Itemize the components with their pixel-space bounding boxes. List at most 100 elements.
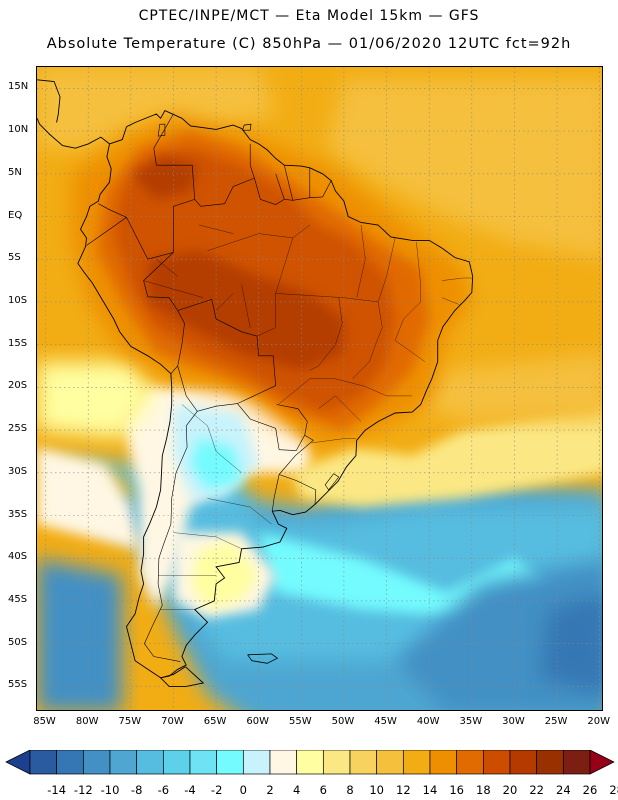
colorbar-tick-label: 28 (609, 783, 618, 797)
temperature-shading (37, 67, 602, 710)
lat-tick-label: 20S (8, 380, 28, 392)
colorbar-swatch (429, 750, 458, 775)
lat-tick-label: 30S (8, 465, 28, 477)
colorbar-swatch (56, 750, 84, 775)
colorbar-tick-label: 0 (239, 783, 247, 797)
colorbar-swatch (109, 750, 138, 775)
lat-tick-label: 35S (8, 508, 28, 520)
state-border (416, 242, 421, 302)
colorbar-swatch (376, 750, 404, 775)
colorbar-tick-label: 14 (422, 783, 438, 797)
lat-tick-label: 10S (8, 294, 28, 306)
lat-tick-label: 15S (8, 337, 28, 349)
colorbar-tick-label: 8 (346, 783, 354, 797)
colorbar-tick-label: 24 (556, 783, 571, 797)
colorbar-tick-label: 2 (266, 783, 274, 797)
country-border (272, 474, 280, 512)
colorbar-swatch (536, 750, 564, 775)
colorbar (5, 750, 615, 775)
lon-tick-label: 20W (587, 716, 611, 727)
colorbar-tick-label: -8 (130, 783, 143, 797)
colorbar-swatch (269, 750, 298, 775)
colorbar-swatch (82, 750, 111, 775)
state-border (256, 293, 276, 337)
country-border (284, 165, 294, 201)
lat-tick-label: 15N (8, 81, 29, 93)
country-border (144, 411, 198, 662)
colorbar-swatch (349, 750, 378, 775)
lon-tick-label: 50W (331, 716, 355, 727)
colorbar-tick-label: 10 (369, 783, 384, 797)
colorbar-swatch (322, 750, 351, 775)
lat-lon-gridlines (37, 67, 602, 710)
colorbar-tick-label: 4 (292, 783, 301, 797)
country-border (98, 199, 195, 260)
lat-tick-label: 25S (8, 423, 28, 435)
colorbar-swatch (509, 750, 538, 775)
state-border (335, 378, 413, 397)
pacific-blue-patch (37, 558, 123, 710)
state-border (311, 438, 356, 444)
colorbar-tick-label: -12 (73, 783, 93, 797)
state-border (318, 395, 362, 422)
colorbar-tick-label: -10 (100, 783, 120, 797)
lake-maracaibo (157, 123, 166, 137)
lon-tick-label: 45W (374, 716, 397, 727)
state-border (198, 224, 234, 234)
south-atlantic-gold (412, 353, 602, 422)
lat-tick-label: 10N (8, 124, 29, 136)
state-border (356, 224, 366, 298)
colorbar-tick-label: -2 (210, 783, 223, 797)
country-border (86, 217, 127, 246)
state-border (394, 301, 426, 362)
interior-deep-red (147, 250, 344, 371)
colorbar-swatch (29, 750, 58, 775)
caribbean-coastline (37, 79, 61, 123)
south-america-coastline (77, 110, 474, 679)
coastlines-borders (37, 79, 474, 687)
temperature-map (36, 66, 603, 711)
colorbar-tick-label: -14 (47, 783, 67, 797)
state-border (441, 297, 460, 305)
country-border (275, 173, 332, 201)
lon-tick-label: 80W (75, 716, 99, 727)
colorbar-tick-label: 12 (396, 783, 411, 797)
country-border (153, 113, 255, 207)
state-border (278, 378, 336, 405)
lon-tick-label: 70W (161, 716, 184, 727)
north-atlantic-gold (326, 79, 602, 259)
colorbar-swatch (456, 750, 484, 775)
pacific-yellow-band (37, 361, 157, 439)
country-border (278, 434, 314, 475)
colorbar-swatch (402, 750, 431, 775)
state-border (275, 293, 379, 303)
colorbar-tick-label: 22 (529, 783, 544, 797)
lon-tick-label: 40W (416, 716, 440, 727)
lon-tick-label: 35W (459, 716, 483, 727)
colorbar-swatch (482, 750, 511, 775)
central-america-coastline (37, 118, 110, 149)
lat-tick-label: 45S (8, 593, 28, 605)
colorbar-tick-label: -6 (157, 783, 170, 797)
colorbar-high-arrow (589, 750, 615, 775)
colorbar-tick-label: 20 (502, 783, 518, 797)
country-border (279, 474, 317, 505)
se-darker-blue (540, 594, 602, 694)
state-border (377, 237, 396, 302)
map-subtitle: Absolute Temperature (C) 850hPa — 01/06/… (46, 36, 572, 52)
lat-tick-label: 55S (8, 679, 28, 691)
state-border (352, 301, 383, 379)
map-title: CPTEC/INPE/MCT — Eta Model 15km — GFS (138, 8, 480, 24)
colorbar-tick-label: -4 (184, 783, 196, 797)
state-border (173, 532, 242, 549)
state-border (241, 284, 251, 328)
colorbar-tick-label: 26 (582, 783, 598, 797)
lon-tick-label: 75W (118, 716, 142, 727)
tierra-del-fuego-coastline (159, 666, 205, 687)
colorbar-swatch (562, 750, 591, 775)
pacific-cream (37, 447, 140, 550)
trinidad-coastline (242, 123, 252, 131)
state-border (441, 277, 472, 281)
lon-tick-label: 65W (203, 716, 227, 727)
patagonia-yellow (190, 541, 259, 610)
